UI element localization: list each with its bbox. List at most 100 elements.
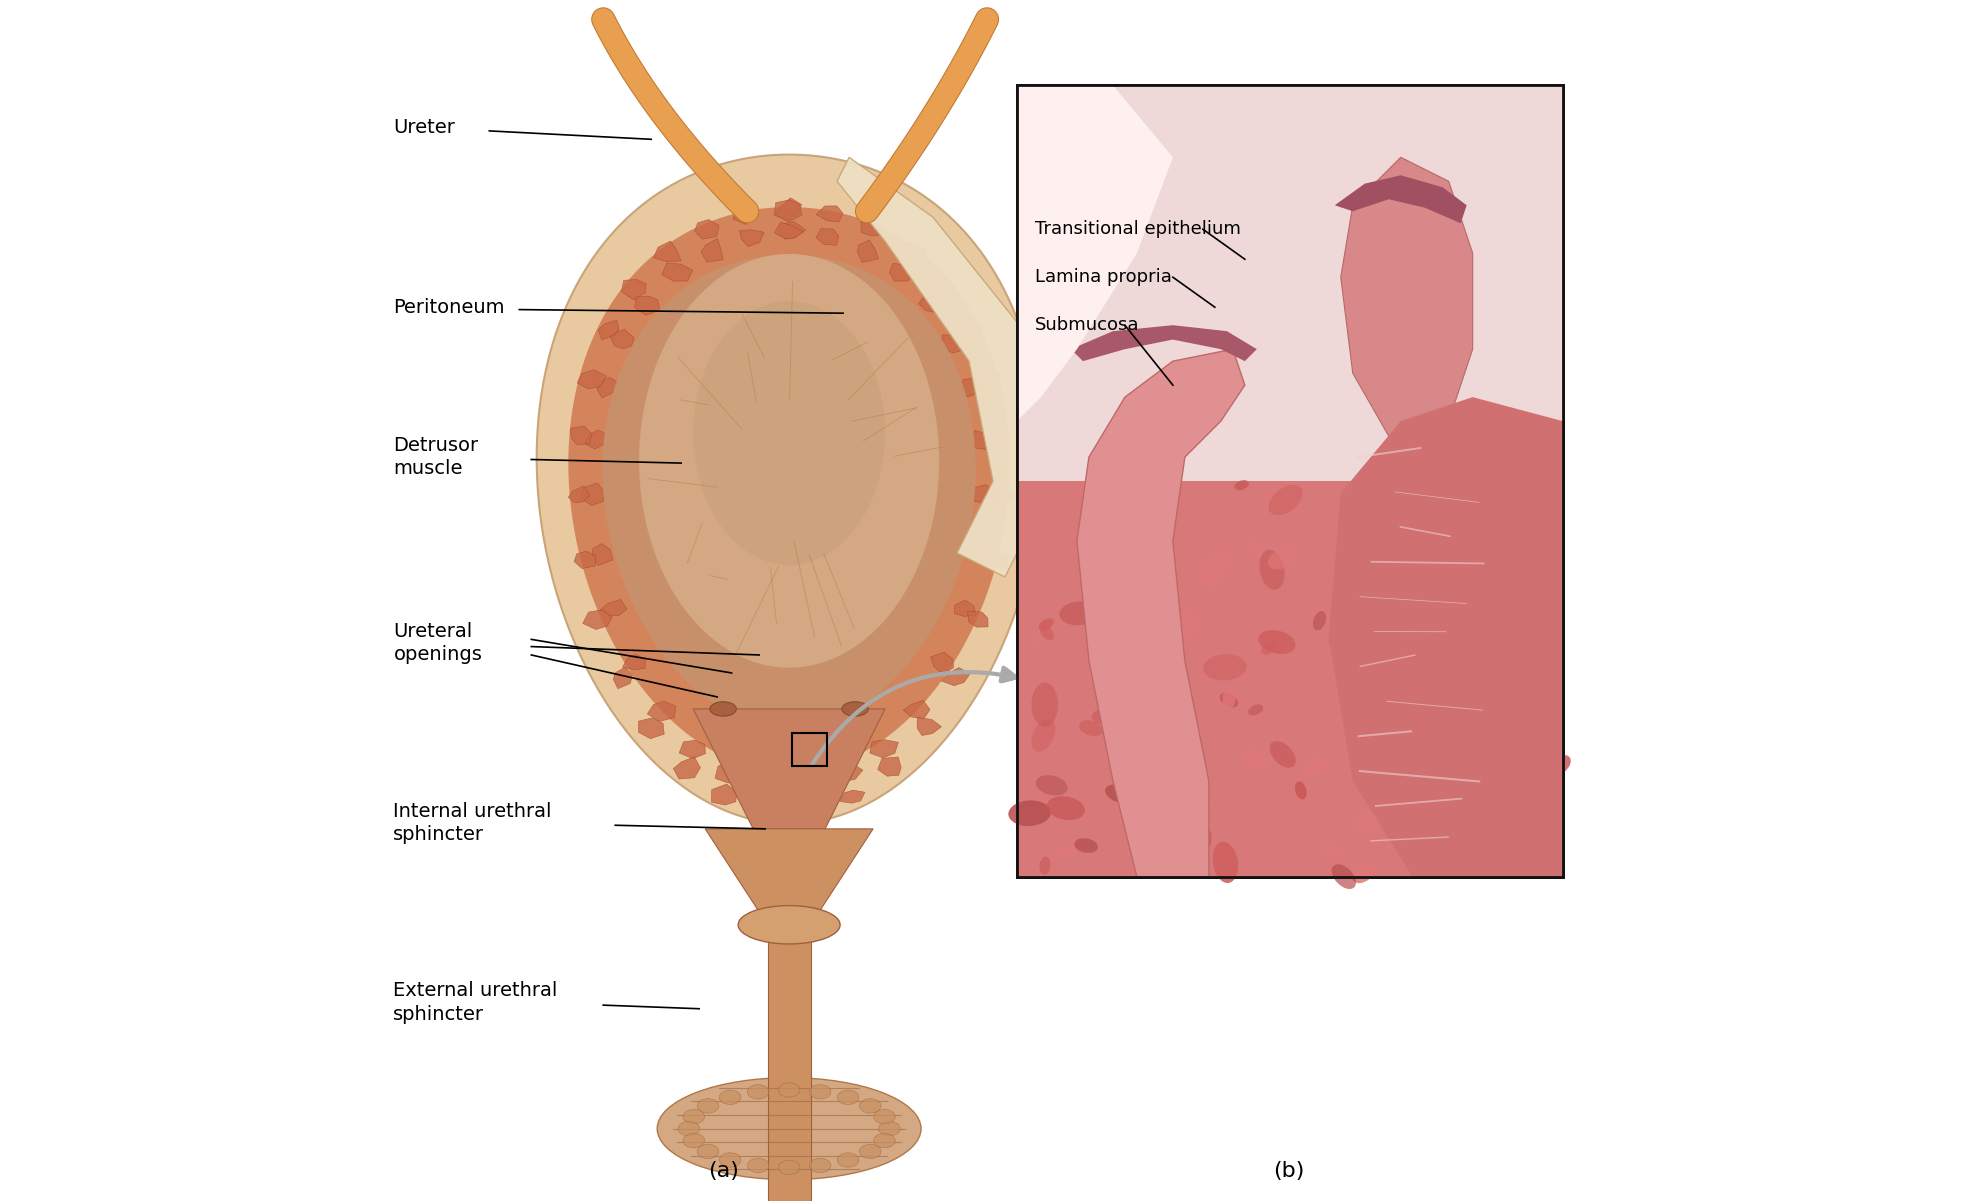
Text: Lamina propria: Lamina propria [1036, 268, 1171, 286]
Polygon shape [893, 243, 926, 263]
Polygon shape [732, 207, 757, 225]
Polygon shape [610, 329, 634, 349]
Ellipse shape [1130, 781, 1158, 821]
Ellipse shape [1391, 538, 1407, 565]
Ellipse shape [1301, 757, 1326, 776]
Ellipse shape [720, 1090, 742, 1105]
Bar [1016, 323, 1562, 876]
Ellipse shape [808, 1084, 830, 1099]
Ellipse shape [1134, 728, 1160, 743]
Polygon shape [598, 320, 620, 340]
Ellipse shape [1260, 549, 1285, 590]
Polygon shape [640, 254, 940, 667]
Polygon shape [1016, 85, 1173, 421]
Polygon shape [869, 739, 899, 757]
Bar [1016, 85, 1562, 876]
Ellipse shape [683, 1133, 704, 1148]
Text: (a): (a) [708, 1161, 738, 1180]
Ellipse shape [1336, 713, 1356, 734]
Polygon shape [569, 486, 589, 502]
Ellipse shape [1262, 641, 1277, 655]
Polygon shape [955, 600, 975, 617]
Ellipse shape [1454, 552, 1489, 577]
Ellipse shape [1248, 538, 1265, 557]
Ellipse shape [748, 1084, 769, 1099]
Polygon shape [967, 611, 989, 627]
Ellipse shape [1332, 864, 1356, 889]
Ellipse shape [1295, 781, 1307, 799]
Ellipse shape [873, 1109, 895, 1124]
Ellipse shape [683, 1109, 704, 1124]
Polygon shape [581, 483, 604, 506]
Polygon shape [714, 762, 740, 783]
Ellipse shape [1101, 498, 1122, 510]
Polygon shape [989, 426, 1010, 444]
Text: (b): (b) [1273, 1161, 1305, 1180]
Ellipse shape [1472, 650, 1485, 664]
Polygon shape [971, 430, 991, 451]
Polygon shape [638, 718, 665, 739]
Ellipse shape [1177, 611, 1199, 641]
Ellipse shape [1059, 601, 1099, 625]
Ellipse shape [1040, 625, 1054, 641]
Polygon shape [583, 609, 612, 630]
Ellipse shape [1472, 577, 1489, 596]
Ellipse shape [1546, 755, 1572, 776]
Polygon shape [653, 242, 681, 262]
Ellipse shape [779, 1083, 800, 1097]
Ellipse shape [1032, 719, 1056, 751]
Polygon shape [877, 757, 901, 776]
Ellipse shape [1397, 584, 1419, 612]
Ellipse shape [748, 1159, 769, 1173]
Ellipse shape [1220, 692, 1238, 707]
Ellipse shape [1424, 721, 1450, 736]
Ellipse shape [1513, 530, 1526, 552]
Ellipse shape [710, 702, 736, 716]
Polygon shape [955, 377, 983, 397]
Polygon shape [955, 320, 981, 338]
Polygon shape [1077, 349, 1244, 876]
Ellipse shape [1366, 766, 1393, 795]
Polygon shape [693, 709, 885, 829]
Polygon shape [622, 654, 645, 670]
Text: Ureter: Ureter [394, 118, 455, 137]
Ellipse shape [842, 702, 869, 716]
Ellipse shape [1093, 708, 1118, 725]
Polygon shape [704, 829, 873, 924]
Text: Detrusor
muscle: Detrusor muscle [394, 436, 479, 478]
Ellipse shape [1036, 775, 1067, 796]
Ellipse shape [1313, 611, 1326, 630]
Polygon shape [1328, 397, 1562, 876]
Ellipse shape [1242, 748, 1269, 768]
Ellipse shape [1112, 650, 1150, 673]
Text: Ureteral
openings: Ureteral openings [394, 621, 483, 665]
Ellipse shape [1222, 688, 1236, 709]
Polygon shape [673, 757, 700, 779]
Polygon shape [596, 377, 622, 398]
Polygon shape [969, 484, 999, 502]
Ellipse shape [1193, 799, 1213, 814]
Ellipse shape [1038, 618, 1054, 630]
Ellipse shape [1405, 517, 1430, 545]
Polygon shape [647, 701, 675, 721]
Ellipse shape [1430, 795, 1462, 814]
Polygon shape [1071, 326, 1258, 361]
Ellipse shape [1234, 480, 1250, 490]
Ellipse shape [1328, 630, 1358, 649]
Ellipse shape [1526, 858, 1536, 874]
Polygon shape [600, 600, 628, 615]
Ellipse shape [1424, 651, 1454, 690]
Ellipse shape [1079, 720, 1103, 736]
Ellipse shape [1213, 841, 1238, 883]
Polygon shape [695, 220, 720, 239]
Ellipse shape [1348, 620, 1381, 656]
Polygon shape [775, 222, 804, 238]
Polygon shape [889, 263, 916, 281]
Ellipse shape [1344, 591, 1371, 632]
Polygon shape [975, 370, 1003, 389]
Polygon shape [700, 238, 724, 262]
Ellipse shape [1267, 547, 1297, 570]
Ellipse shape [1450, 865, 1464, 877]
Ellipse shape [1028, 633, 1042, 645]
Ellipse shape [1366, 772, 1381, 796]
